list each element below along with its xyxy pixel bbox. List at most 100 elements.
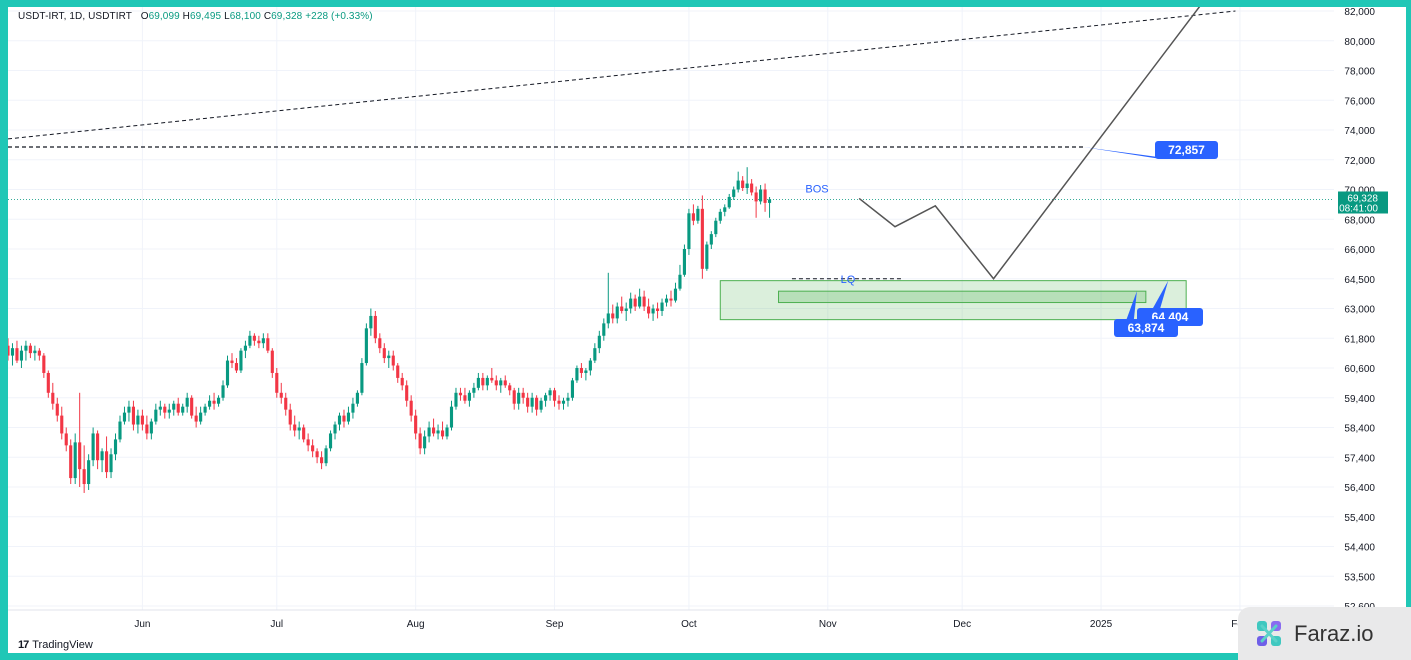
candle-body bbox=[512, 390, 516, 404]
price-tick-label: 60,600 bbox=[1344, 364, 1375, 375]
candle-body bbox=[754, 192, 758, 202]
candle-body bbox=[261, 338, 265, 344]
candle-body bbox=[530, 397, 534, 407]
candle-body bbox=[118, 421, 122, 440]
candle-body bbox=[467, 392, 471, 401]
candle-body bbox=[51, 392, 55, 404]
candle-body bbox=[409, 400, 413, 416]
candle-body bbox=[454, 392, 458, 407]
candle-body bbox=[212, 400, 216, 404]
candle-body bbox=[149, 421, 153, 434]
candle-body bbox=[360, 363, 364, 393]
candle-body bbox=[172, 403, 176, 410]
candle-body bbox=[727, 196, 731, 208]
candle-body bbox=[418, 433, 422, 449]
candle-body bbox=[140, 415, 144, 425]
candle-body bbox=[593, 348, 597, 361]
price-tick-label: 56,400 bbox=[1344, 483, 1375, 494]
faraz-label: Faraz.io bbox=[1294, 620, 1374, 646]
zone-mid-callout-text: 63,874 bbox=[1128, 321, 1165, 335]
candle-body bbox=[55, 403, 59, 416]
candle-body bbox=[508, 385, 512, 391]
candle-body bbox=[566, 397, 570, 401]
candle-body bbox=[481, 377, 485, 386]
candle-body bbox=[517, 392, 521, 404]
current-price-badge[interactable] bbox=[1338, 191, 1388, 214]
target-callout-badge bbox=[1155, 141, 1218, 159]
price-tick-label: 61,800 bbox=[1344, 334, 1375, 345]
candle-body bbox=[28, 345, 32, 354]
current-price-value: 69,328 bbox=[1347, 193, 1378, 204]
high-value: 69,495 bbox=[189, 11, 222, 22]
candle-body bbox=[302, 427, 306, 440]
candle-body bbox=[266, 338, 270, 351]
candle-body bbox=[458, 392, 463, 396]
candle-body bbox=[8, 345, 10, 356]
candle-body bbox=[69, 445, 73, 479]
demand-zone-inner[interactable] bbox=[778, 290, 1147, 304]
candle-body bbox=[306, 439, 310, 446]
candle-body bbox=[127, 406, 131, 413]
candle-body bbox=[557, 400, 561, 404]
open-label: O bbox=[140, 11, 149, 22]
time-axis[interactable]: JunJulAugSepOctNovDec2025Feb bbox=[8, 609, 1334, 630]
time-tick-label: Sep bbox=[546, 619, 564, 630]
price-tick-label: 76,000 bbox=[1344, 96, 1375, 107]
tradingview-logo[interactable]: 17 TradingView bbox=[18, 639, 93, 651]
candle-body bbox=[718, 211, 722, 221]
candle-body bbox=[78, 442, 82, 470]
candle-body bbox=[503, 380, 507, 386]
candle-body bbox=[759, 189, 763, 202]
candle-body bbox=[696, 208, 700, 221]
candle-body bbox=[472, 387, 476, 393]
candle-body bbox=[15, 348, 19, 361]
candle-body bbox=[373, 315, 377, 339]
candle-body bbox=[427, 427, 431, 437]
candle-body bbox=[490, 377, 494, 381]
candle-body bbox=[584, 370, 588, 373]
candle-body bbox=[163, 406, 167, 413]
trendline-diagonal[interactable] bbox=[8, 10, 1236, 140]
candle-body bbox=[660, 302, 664, 311]
candle-body bbox=[526, 397, 530, 407]
price-tick-label: 74,000 bbox=[1344, 126, 1375, 137]
price-axis-bg bbox=[1334, 7, 1406, 653]
projection-path[interactable] bbox=[858, 7, 1201, 280]
candle-body bbox=[342, 415, 346, 422]
candle-body bbox=[494, 380, 498, 386]
candle-body bbox=[611, 313, 615, 319]
trendline[interactable] bbox=[8, 10, 1334, 321]
grid bbox=[8, 7, 1334, 610]
candle-body bbox=[387, 355, 391, 359]
candle-body bbox=[176, 403, 180, 413]
candle-body bbox=[647, 306, 651, 314]
candles bbox=[8, 167, 772, 493]
candle-body bbox=[445, 427, 449, 437]
price-axis[interactable]: 82,000 80,000 78,000 76,000 74,000 72,000 70,0… bbox=[1334, 7, 1406, 653]
candle-body bbox=[122, 412, 127, 422]
candle-body bbox=[642, 296, 646, 307]
price-tick-label: 53,500 bbox=[1344, 572, 1375, 583]
candle-body bbox=[194, 415, 198, 422]
candle-body bbox=[463, 395, 467, 401]
candle-body bbox=[543, 395, 548, 401]
price-tick-label: 66,000 bbox=[1344, 245, 1375, 256]
change-value: +228 (+0.33%) bbox=[305, 11, 373, 22]
candle-body bbox=[539, 400, 543, 410]
candle-body bbox=[714, 220, 718, 235]
candle-body bbox=[100, 451, 104, 461]
candle-body bbox=[324, 448, 328, 464]
candle-body bbox=[606, 313, 610, 324]
candle-body bbox=[346, 412, 351, 422]
time-tick-label: Dec bbox=[953, 619, 971, 630]
demand-zone-outer[interactable] bbox=[719, 280, 1187, 321]
candle-body bbox=[382, 348, 386, 359]
candle-body bbox=[602, 323, 606, 336]
candle-body bbox=[709, 234, 713, 245]
candle-body bbox=[46, 372, 50, 393]
candle-body bbox=[42, 355, 46, 373]
candle-body bbox=[230, 360, 234, 364]
candle-body bbox=[588, 360, 592, 371]
candle-body bbox=[270, 350, 274, 373]
